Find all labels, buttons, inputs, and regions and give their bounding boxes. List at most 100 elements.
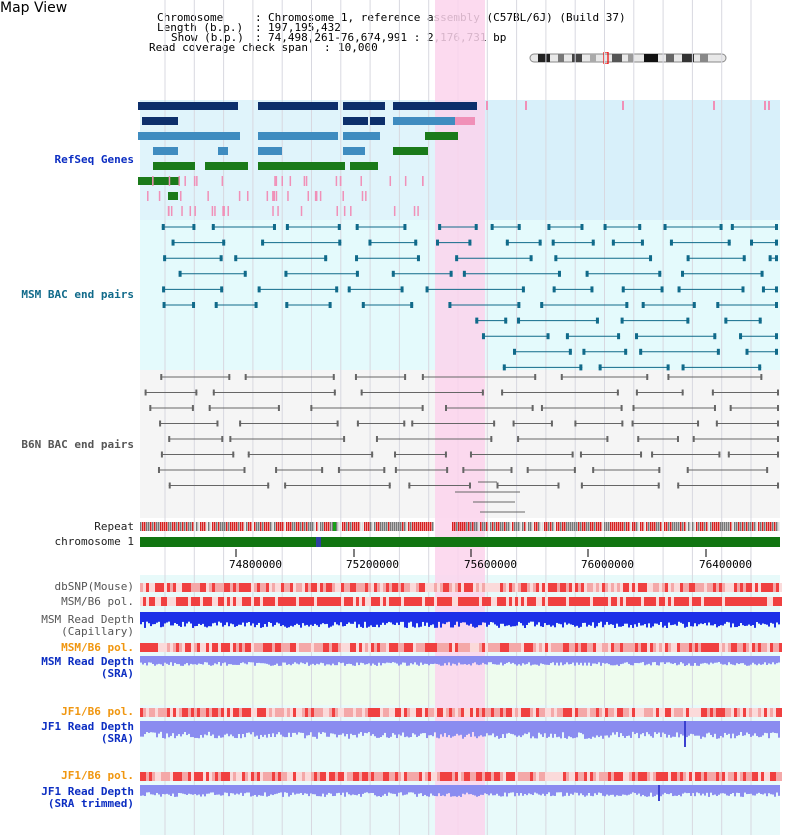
refseq-tick bbox=[315, 191, 317, 201]
jf1-depth-trimmed bbox=[368, 785, 370, 794]
jf1-depth-sra bbox=[448, 721, 450, 736]
msm-b6-pol-strip-2 bbox=[206, 643, 209, 652]
jf1-depth-sra bbox=[390, 721, 392, 737]
msm-b6-pol-strip-2 bbox=[200, 643, 203, 652]
jf1-depth-trimmed bbox=[596, 785, 598, 795]
jf1-depth-trimmed bbox=[732, 785, 734, 794]
jf1-b6-pol-strip-2 bbox=[380, 772, 383, 781]
msm-b6-pol-strip-2 bbox=[173, 643, 176, 652]
repeat-mark bbox=[202, 522, 204, 531]
msm-depth-sra bbox=[274, 656, 276, 665]
msm-b6-pol-strip-2 bbox=[413, 643, 416, 652]
repeat-mark bbox=[392, 522, 394, 531]
jf1-depth-trimmed bbox=[282, 785, 284, 797]
jf1-b6-pol-strip bbox=[224, 708, 227, 717]
msm-bac-end bbox=[449, 270, 453, 277]
msm-b6-pol-strip-2 bbox=[605, 643, 608, 652]
msm-depth-sra bbox=[326, 656, 328, 665]
jf1-depth-trimmed bbox=[670, 785, 672, 794]
msm-depth-capillary bbox=[478, 612, 480, 626]
msm-b6-pol-strip bbox=[704, 597, 707, 606]
jf1-b6-pol-strip-2 bbox=[440, 772, 443, 781]
jf1-depth-trimmed bbox=[190, 785, 192, 795]
msm-depth-sra bbox=[444, 656, 446, 664]
jf1-b6-pol-strip bbox=[203, 708, 206, 717]
msm-depth-sra bbox=[466, 656, 468, 665]
msm-depth-capillary bbox=[332, 612, 334, 626]
msm-b6-pol-strip-2 bbox=[239, 643, 242, 652]
jf1-depth-trimmed bbox=[544, 785, 546, 796]
msm-depth-sra bbox=[190, 656, 192, 664]
msm-depth-capillary bbox=[282, 612, 284, 626]
jf1-b6-pol-strip-2 bbox=[212, 772, 215, 781]
msm-bac-end bbox=[448, 302, 452, 308]
b6n-bac-end bbox=[310, 405, 313, 411]
msm-b6-pol-strip bbox=[350, 597, 353, 606]
msm-b6-pol-strip-2 bbox=[494, 643, 497, 652]
jf1-b6-pol-strip bbox=[440, 708, 443, 717]
msm-b6-pol-strip-2 bbox=[290, 643, 293, 652]
jf1-depth-trimmed bbox=[390, 785, 392, 794]
msm-depth-sra bbox=[386, 656, 388, 663]
jf1-b6-pol-strip bbox=[209, 708, 212, 717]
msm-depth-capillary bbox=[178, 612, 180, 626]
b6n-bac-end bbox=[481, 389, 484, 396]
refseq-tick bbox=[393, 206, 396, 216]
info-coverage-value: 10,000 bbox=[338, 41, 378, 54]
repeat-mark bbox=[382, 522, 384, 531]
repeat-mark bbox=[582, 522, 584, 531]
jf1-depth-trimmed bbox=[594, 785, 596, 794]
repeat-mark bbox=[278, 522, 280, 531]
repeat-mark bbox=[396, 522, 398, 531]
dbsnp-strip bbox=[626, 583, 629, 592]
jf1-depth-sra bbox=[314, 721, 316, 737]
jf1-b6-pol-strip bbox=[386, 708, 389, 717]
msm-depth-capillary bbox=[610, 612, 612, 625]
msm-b6-pol-strip bbox=[263, 597, 266, 606]
jf1-b6-pol-strip bbox=[623, 708, 626, 717]
msm-depth-capillary bbox=[728, 612, 730, 623]
msm-b6-pol-strip bbox=[533, 597, 536, 606]
msm-b6-pol-strip-2 bbox=[410, 643, 413, 652]
jf1-depth-sra bbox=[774, 721, 776, 734]
jf1-b6-pol-strip-2 bbox=[185, 772, 188, 781]
msm-depth-capillary bbox=[464, 612, 466, 623]
repeat-mark bbox=[752, 522, 754, 531]
jf1-depth-sra bbox=[256, 721, 258, 736]
msm-depth-sra bbox=[464, 656, 466, 665]
jf1-b6-pol-strip-2 bbox=[620, 772, 623, 781]
chromosome-ideogram[interactable] bbox=[528, 52, 728, 64]
repeat-mark bbox=[520, 522, 522, 531]
jf1-depth-sra bbox=[604, 721, 606, 736]
repeat-mark bbox=[696, 522, 698, 531]
jf1-b6-pol-strip bbox=[575, 708, 578, 717]
jf1-depth-sra bbox=[574, 721, 576, 738]
msm-depth-sra bbox=[320, 656, 322, 663]
ruler-label-1: 74800000 bbox=[229, 558, 282, 571]
msm-bac-end bbox=[254, 302, 258, 308]
msm-b6-pol-strip-2 bbox=[191, 643, 194, 652]
jf1-depth-trimmed bbox=[740, 785, 742, 797]
msm-depth-sra bbox=[594, 656, 596, 664]
jf1-b6-pol-strip bbox=[389, 708, 392, 717]
jf1-depth-sra bbox=[674, 721, 676, 737]
repeat-mark bbox=[656, 522, 658, 531]
jf1-depth-trimmed bbox=[320, 785, 322, 797]
msm-depth-sra bbox=[330, 656, 332, 666]
b6n-bac-end bbox=[760, 374, 763, 380]
jf1-depth-sra bbox=[682, 721, 684, 736]
jf1-depth-trimmed bbox=[380, 785, 382, 797]
msm-depth-capillary bbox=[754, 612, 756, 628]
dbsnp-strip bbox=[632, 583, 635, 592]
jf1-depth-trimmed bbox=[254, 785, 256, 795]
msm-depth-sra bbox=[318, 656, 320, 665]
repeat-mark bbox=[528, 522, 530, 531]
jf1-b6-pol-strip-2 bbox=[179, 772, 182, 781]
msm-depth-sra bbox=[708, 656, 710, 665]
jf1-depth-sra bbox=[436, 721, 438, 738]
jf1-depth-trimmed bbox=[726, 785, 728, 796]
msm-depth-sra bbox=[544, 656, 546, 665]
dbsnp-strip bbox=[734, 583, 737, 592]
msm-depth-sra bbox=[570, 656, 572, 665]
